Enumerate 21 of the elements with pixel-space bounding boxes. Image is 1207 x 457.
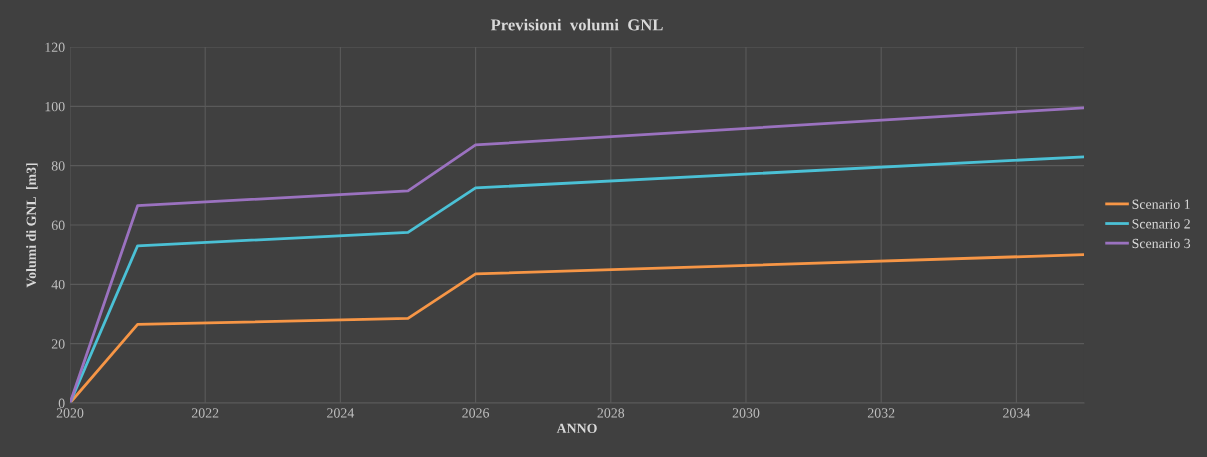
y-tick-label: 60	[51, 220, 65, 230]
y-tick-label: 20	[51, 339, 65, 349]
y-tick-label: 100	[45, 101, 65, 112]
legend-label: Scenario 3	[1132, 238, 1191, 249]
x-tick-label: 2030	[732, 408, 760, 418]
y-tick-label: 120	[45, 42, 65, 52]
x-tick-label: 2020	[56, 408, 84, 418]
x-axis-title: ANNO	[556, 423, 597, 434]
x-tick-label: 2034	[1003, 408, 1031, 418]
x-tick-label: 2026	[462, 408, 490, 418]
legend-label: Scenario 1	[1132, 199, 1190, 209]
y-axis-title: Volumi di GNL [m3]	[26, 163, 38, 288]
chart-title: Previsioni volumi GNL	[490, 18, 663, 31]
x-tick-label: 2032	[867, 408, 895, 418]
x-tick-label: 2024	[327, 408, 355, 418]
y-tick-label: 40	[51, 279, 65, 290]
y-tick-label: 80	[51, 161, 65, 171]
x-tick-label: 2022	[191, 408, 219, 418]
x-tick-label: 2028	[597, 408, 625, 418]
legend-label: Scenario 2	[1132, 219, 1190, 229]
y-tick-label: 0	[58, 398, 65, 408]
